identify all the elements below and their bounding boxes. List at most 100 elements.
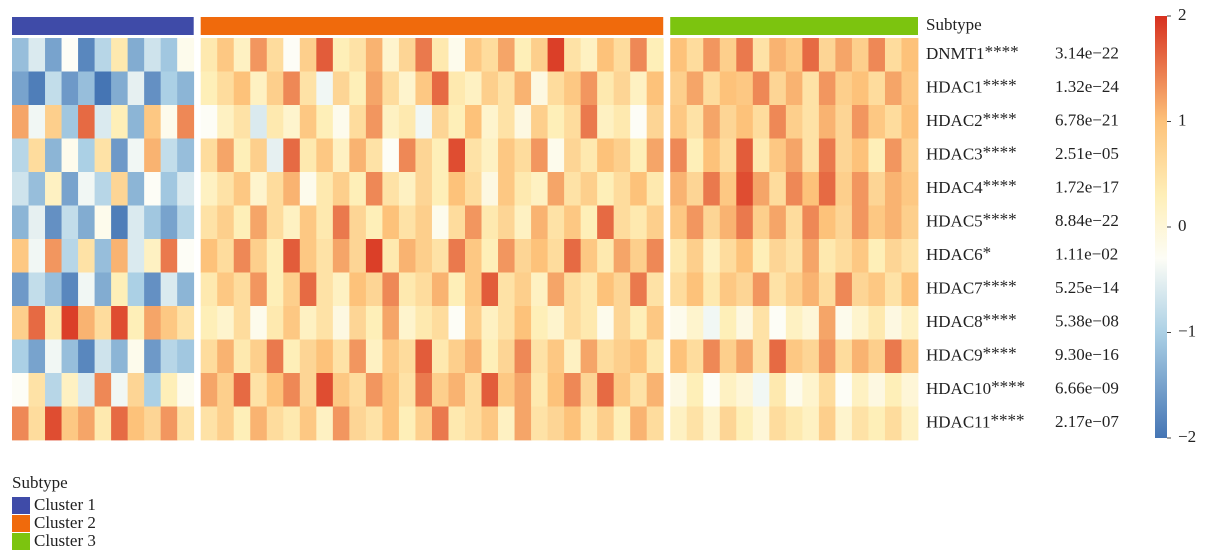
heat-cell <box>818 272 836 307</box>
heat-cell <box>736 71 754 106</box>
gene-name: HDAC11 <box>926 412 991 431</box>
heat-cell <box>686 373 704 407</box>
heat-cell <box>531 239 548 273</box>
heat-cell <box>316 272 334 307</box>
heat-cell <box>818 71 836 106</box>
gene-name: HDAC5 <box>926 211 983 230</box>
heat-cell <box>332 272 350 307</box>
heat-cell <box>769 205 787 240</box>
heat-cell <box>283 138 301 173</box>
heat-cell <box>266 272 284 307</box>
heat-cell <box>111 406 129 441</box>
heat-cell <box>646 306 664 340</box>
heat-cell <box>465 205 482 240</box>
heat-cell <box>498 406 515 441</box>
heat-cell <box>719 205 737 240</box>
heat-cell <box>851 406 869 441</box>
heat-cell <box>316 306 334 340</box>
significance-stars: **** <box>983 142 1017 161</box>
heat-cell <box>884 38 902 72</box>
heat-cell <box>564 373 582 407</box>
heat-cell <box>365 373 383 407</box>
heat-cell <box>531 373 548 407</box>
heat-cell <box>45 272 62 307</box>
heat-cell <box>818 339 836 374</box>
heat-cell <box>901 138 919 173</box>
heat-cell <box>127 172 145 206</box>
heat-cell <box>217 105 235 139</box>
heat-cell <box>316 239 334 273</box>
heat-cell <box>111 272 129 307</box>
legend-title: Subtype <box>12 473 68 492</box>
heat-cell <box>802 339 820 374</box>
heat-cell <box>28 172 46 206</box>
heat-cell <box>785 272 803 307</box>
heat-cell <box>448 373 466 407</box>
heat-cell <box>752 138 770 173</box>
heat-cell <box>61 138 79 173</box>
significance-stars: **** <box>983 75 1017 94</box>
heat-cell <box>736 272 754 307</box>
gene-name: HDAC9 <box>926 345 983 364</box>
heat-cell <box>177 306 195 340</box>
heat-cell <box>802 406 820 441</box>
heat-cell <box>160 339 178 374</box>
heat-cell <box>646 105 664 139</box>
heat-cell <box>160 138 178 173</box>
heat-cell <box>752 172 770 206</box>
heat-cell <box>250 71 268 106</box>
heat-cell <box>630 339 648 374</box>
heat-cell <box>45 306 62 340</box>
heat-cell <box>431 205 449 240</box>
heat-cell <box>127 38 145 72</box>
heat-cell <box>498 38 515 72</box>
row-label: HDAC1**** <box>926 75 1017 96</box>
heat-cell <box>802 239 820 273</box>
heat-cell <box>332 138 350 173</box>
heat-cell <box>465 272 482 307</box>
heat-cell <box>802 272 820 307</box>
heat-cell <box>111 138 129 173</box>
heat-cell <box>703 373 721 407</box>
heat-cell <box>448 71 466 106</box>
heat-cell <box>686 205 704 240</box>
heat-cell <box>736 205 754 240</box>
heat-cell <box>12 205 29 240</box>
heat-cell <box>769 239 787 273</box>
heat-cell <box>233 272 251 307</box>
row-label: HDAC7**** <box>926 276 1017 297</box>
heat-cell <box>316 406 334 441</box>
heat-cell <box>177 406 195 441</box>
heat-cell <box>233 38 251 72</box>
heat-cell <box>78 205 95 240</box>
heat-cell <box>217 205 235 240</box>
heat-cell <box>94 138 112 173</box>
p-value: 8.84e−22 <box>1055 211 1119 230</box>
heat-cell <box>127 105 145 139</box>
legend-swatch <box>12 515 30 532</box>
heat-cell <box>465 105 482 139</box>
colorbar-tick-label: −2 <box>1178 427 1196 446</box>
heat-cell <box>597 306 615 340</box>
heat-cell <box>431 38 449 72</box>
heat-cell <box>111 38 129 72</box>
heat-cell <box>160 272 178 307</box>
heat-cell <box>299 239 317 273</box>
heat-cell <box>365 38 383 72</box>
heat-cell <box>868 205 886 240</box>
heat-cell <box>299 172 317 206</box>
heat-cell <box>686 339 704 374</box>
heat-cell <box>868 71 886 106</box>
heat-cell <box>12 239 29 273</box>
heat-cell <box>564 239 582 273</box>
heat-cell <box>531 406 548 441</box>
heat-cell <box>835 306 853 340</box>
heat-cell <box>580 38 598 72</box>
heat-cell <box>332 38 350 72</box>
heat-cell <box>250 205 268 240</box>
heat-cell <box>111 306 129 340</box>
heat-cell <box>349 373 367 407</box>
heat-cell <box>514 406 532 441</box>
heat-cell <box>61 239 79 273</box>
heat-cell <box>646 239 664 273</box>
